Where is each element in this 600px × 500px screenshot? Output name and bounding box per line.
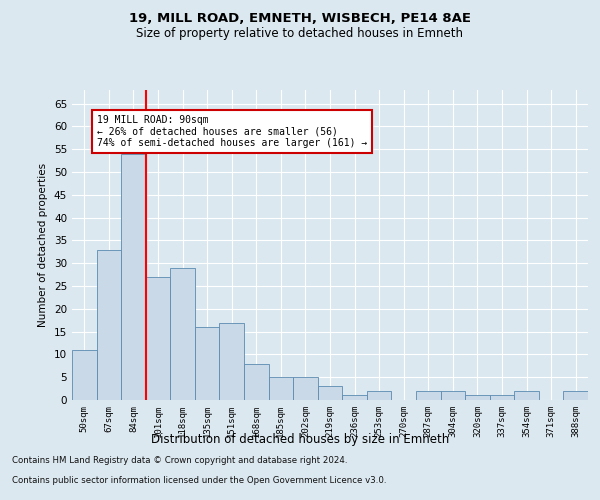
Text: Contains public sector information licensed under the Open Government Licence v3: Contains public sector information licen… — [12, 476, 386, 485]
Bar — [121, 154, 146, 400]
Text: 19, MILL ROAD, EMNETH, WISBECH, PE14 8AE: 19, MILL ROAD, EMNETH, WISBECH, PE14 8AE — [129, 12, 471, 26]
Bar — [269, 377, 293, 400]
Bar — [440, 391, 465, 400]
Bar — [465, 396, 490, 400]
Bar — [97, 250, 121, 400]
Bar — [244, 364, 269, 400]
Bar — [416, 391, 440, 400]
Bar — [72, 350, 97, 400]
Text: Contains HM Land Registry data © Crown copyright and database right 2024.: Contains HM Land Registry data © Crown c… — [12, 456, 347, 465]
Bar — [195, 327, 220, 400]
Text: 19 MILL ROAD: 90sqm
← 26% of detached houses are smaller (56)
74% of semi-detach: 19 MILL ROAD: 90sqm ← 26% of detached ho… — [97, 115, 367, 148]
Bar — [220, 322, 244, 400]
Bar — [367, 391, 391, 400]
Bar — [490, 396, 514, 400]
Text: Size of property relative to detached houses in Emneth: Size of property relative to detached ho… — [137, 28, 464, 40]
Bar — [318, 386, 342, 400]
Bar — [514, 391, 539, 400]
Bar — [293, 377, 318, 400]
Bar — [342, 396, 367, 400]
Bar — [563, 391, 588, 400]
Bar — [146, 277, 170, 400]
Bar — [170, 268, 195, 400]
Y-axis label: Number of detached properties: Number of detached properties — [38, 163, 49, 327]
Text: Distribution of detached houses by size in Emneth: Distribution of detached houses by size … — [151, 432, 449, 446]
